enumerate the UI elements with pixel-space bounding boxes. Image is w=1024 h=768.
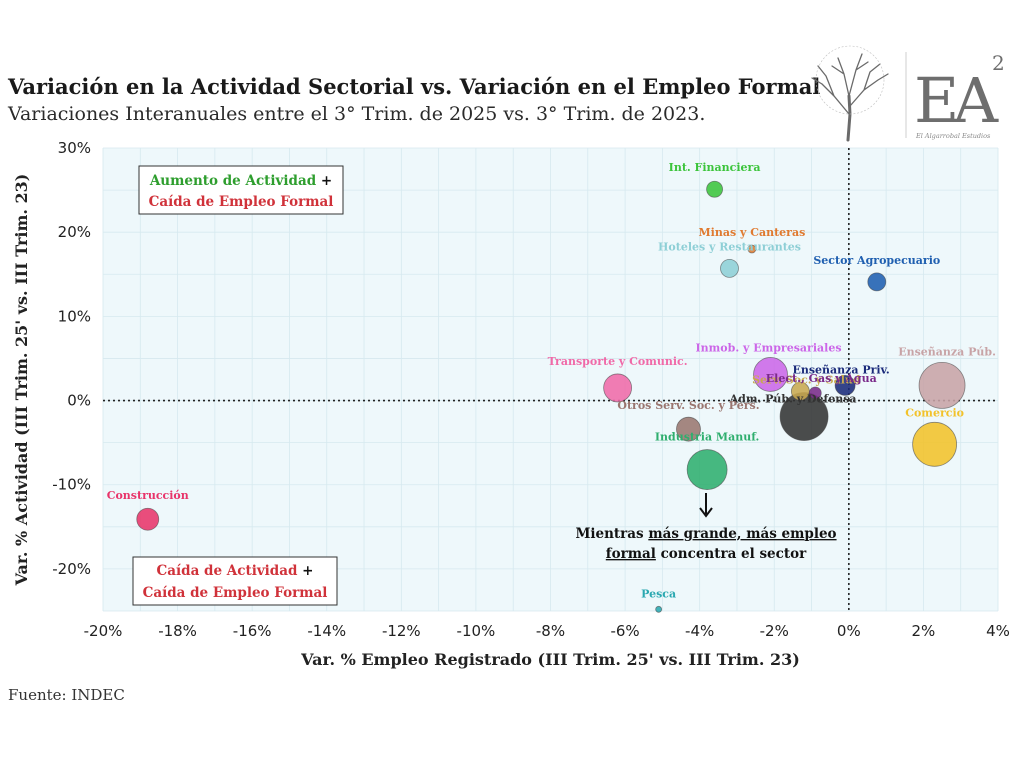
point-ensenanza-pub[interactable] (918, 361, 966, 409)
point-inmob-y-empresariales[interactable] (753, 357, 788, 392)
x-tick-label: -12% (382, 622, 421, 640)
label-inmob-y-empresariales: Inmob. y Empresariales (696, 341, 842, 354)
label-minas-y-canteras: Minas y Canteras (698, 226, 805, 239)
point-comercio[interactable] (912, 421, 958, 467)
y-tick-label: 20% (58, 223, 91, 241)
label-hoteles-y-restaurantes: Hoteles y Restaurantes (658, 240, 801, 253)
point-industria-manuf[interactable] (686, 449, 728, 490)
y-axis-title: Var. % Actividad (III Trim. 25' vs. III … (12, 174, 31, 587)
x-axis-ticks: -20% -18% -16% -14% -12% -10% -8% -6% -4% -2% 0% 2%… (84, 622, 1010, 640)
box-bottom-plus: + (297, 563, 313, 579)
y-axis-ticks: -20% -10% 0% 10% 20% 30% (52, 139, 91, 578)
point-construccion[interactable] (136, 507, 160, 531)
chart-subtitle: Variaciones Interanuales entre el 3° Tri… (8, 103, 706, 125)
quadrant-box-top-left: Aumento de Actividad + Caída de Empleo F… (138, 165, 344, 215)
logo-tagline: El Algarrobal Estudios (915, 132, 991, 140)
annotation-line1-a: Mientras (575, 526, 648, 542)
x-tick-label: -18% (158, 622, 197, 640)
data-points (136, 180, 966, 613)
logo-mark: EA (914, 64, 999, 137)
box-bottom-line2: Caída de Empleo Formal (143, 585, 328, 601)
x-tick-label: -6% (610, 622, 639, 640)
x-tick-label: 4% (986, 622, 1010, 640)
point-ensenanza-priv[interactable] (834, 374, 856, 396)
y-tick-label: 10% (58, 307, 91, 325)
source-note: Fuente: INDEC (8, 686, 125, 704)
down-arrow-icon (699, 493, 713, 518)
point-pesca[interactable] (655, 605, 663, 613)
x-tick-label: -14% (307, 622, 346, 640)
svg-text:Mientras más grande, más emple: Mientras más grande, más empleo (575, 526, 836, 542)
x-tick-label: 2% (912, 622, 936, 640)
annotation-line1-b: más grande, más empleo (648, 526, 836, 542)
x-tick-label: -20% (84, 622, 123, 640)
label-serv-soc-y-salud: Serv. Soc. y Salud (752, 373, 861, 386)
size-annotation: Mientras más grande, más empleo formal c… (575, 493, 837, 562)
svg-text:Aumento de Actividad +: Aumento de Actividad + (149, 173, 332, 189)
annotation-line2-b: concentra el sector (656, 546, 807, 562)
brand-logo: EA 2 El Algarrobal Estudios (811, 45, 1005, 142)
point-transporte-y-comunic[interactable] (603, 373, 633, 403)
box-top-plus: + (316, 173, 332, 189)
x-tick-label: 0% (837, 622, 861, 640)
quadrant-box-bottom-left: Caída de Actividad + Caída de Empleo For… (132, 556, 338, 606)
label-comercio: Comercio (905, 406, 964, 419)
label-industria-manuf: Industria Manuf. (655, 431, 760, 444)
logo-superscript: 2 (992, 51, 1005, 75)
label-otros-serv-soc-y-pers: Otros Serv. Soc. y Pers. (617, 399, 759, 412)
y-tick-label: -20% (52, 560, 91, 578)
x-tick-label: -4% (685, 622, 714, 640)
label-transporte-y-comunic: Transporte y Comunic. (548, 355, 688, 368)
point-otros-serv-soc-y-pers[interactable] (676, 416, 701, 442)
x-axis-title: Var. % Empleo Registrado (III Trim. 25' … (300, 650, 800, 669)
chart-title: Variación en la Actividad Sectorial vs. … (8, 74, 821, 99)
label-ensenanza-priv: Enseñanza Priv. (792, 363, 889, 376)
box-top-line2: Caída de Empleo Formal (149, 194, 334, 210)
y-tick-label: -10% (52, 476, 91, 494)
label-construccion: Construcción (107, 489, 189, 502)
y-tick-label: 30% (58, 139, 91, 157)
box-bottom-line1: Caída de Actividad (157, 563, 298, 579)
label-sector-agropecuario: Sector Agropecuario (813, 254, 940, 267)
label-adm-pub-y-defensa: Adm. Púb. y Defensa (729, 393, 857, 406)
tree-icon (811, 45, 889, 142)
x-tick-label: -8% (536, 622, 565, 640)
x-tick-label: -2% (760, 622, 789, 640)
x-tick-label: -10% (457, 622, 496, 640)
label-ensenanza-pub: Enseñanza Púb. (898, 345, 996, 358)
point-int-financiera[interactable] (706, 180, 723, 198)
point-sector-agropecuario[interactable] (867, 272, 887, 292)
annotation-line2-a: formal (606, 546, 656, 562)
y-tick-label: 0% (67, 392, 91, 410)
svg-text:formal concentra el sector: formal concentra el sector (606, 546, 807, 562)
point-hoteles-y-restaurantes[interactable] (720, 258, 739, 278)
point-elect-gas-y-agua[interactable] (808, 386, 822, 400)
x-tick-label: -16% (233, 622, 272, 640)
point-minas-y-canteras[interactable] (747, 244, 757, 254)
svg-text:Caída de Actividad +: Caída de Actividad + (157, 563, 314, 579)
label-int-financiera: Int. Financiera (669, 161, 761, 174)
label-pesca: Pesca (641, 587, 676, 600)
label-elect-gas-y-agua: Elect., Gas y Agua (766, 372, 877, 385)
box-top-line1: Aumento de Actividad (149, 173, 317, 189)
